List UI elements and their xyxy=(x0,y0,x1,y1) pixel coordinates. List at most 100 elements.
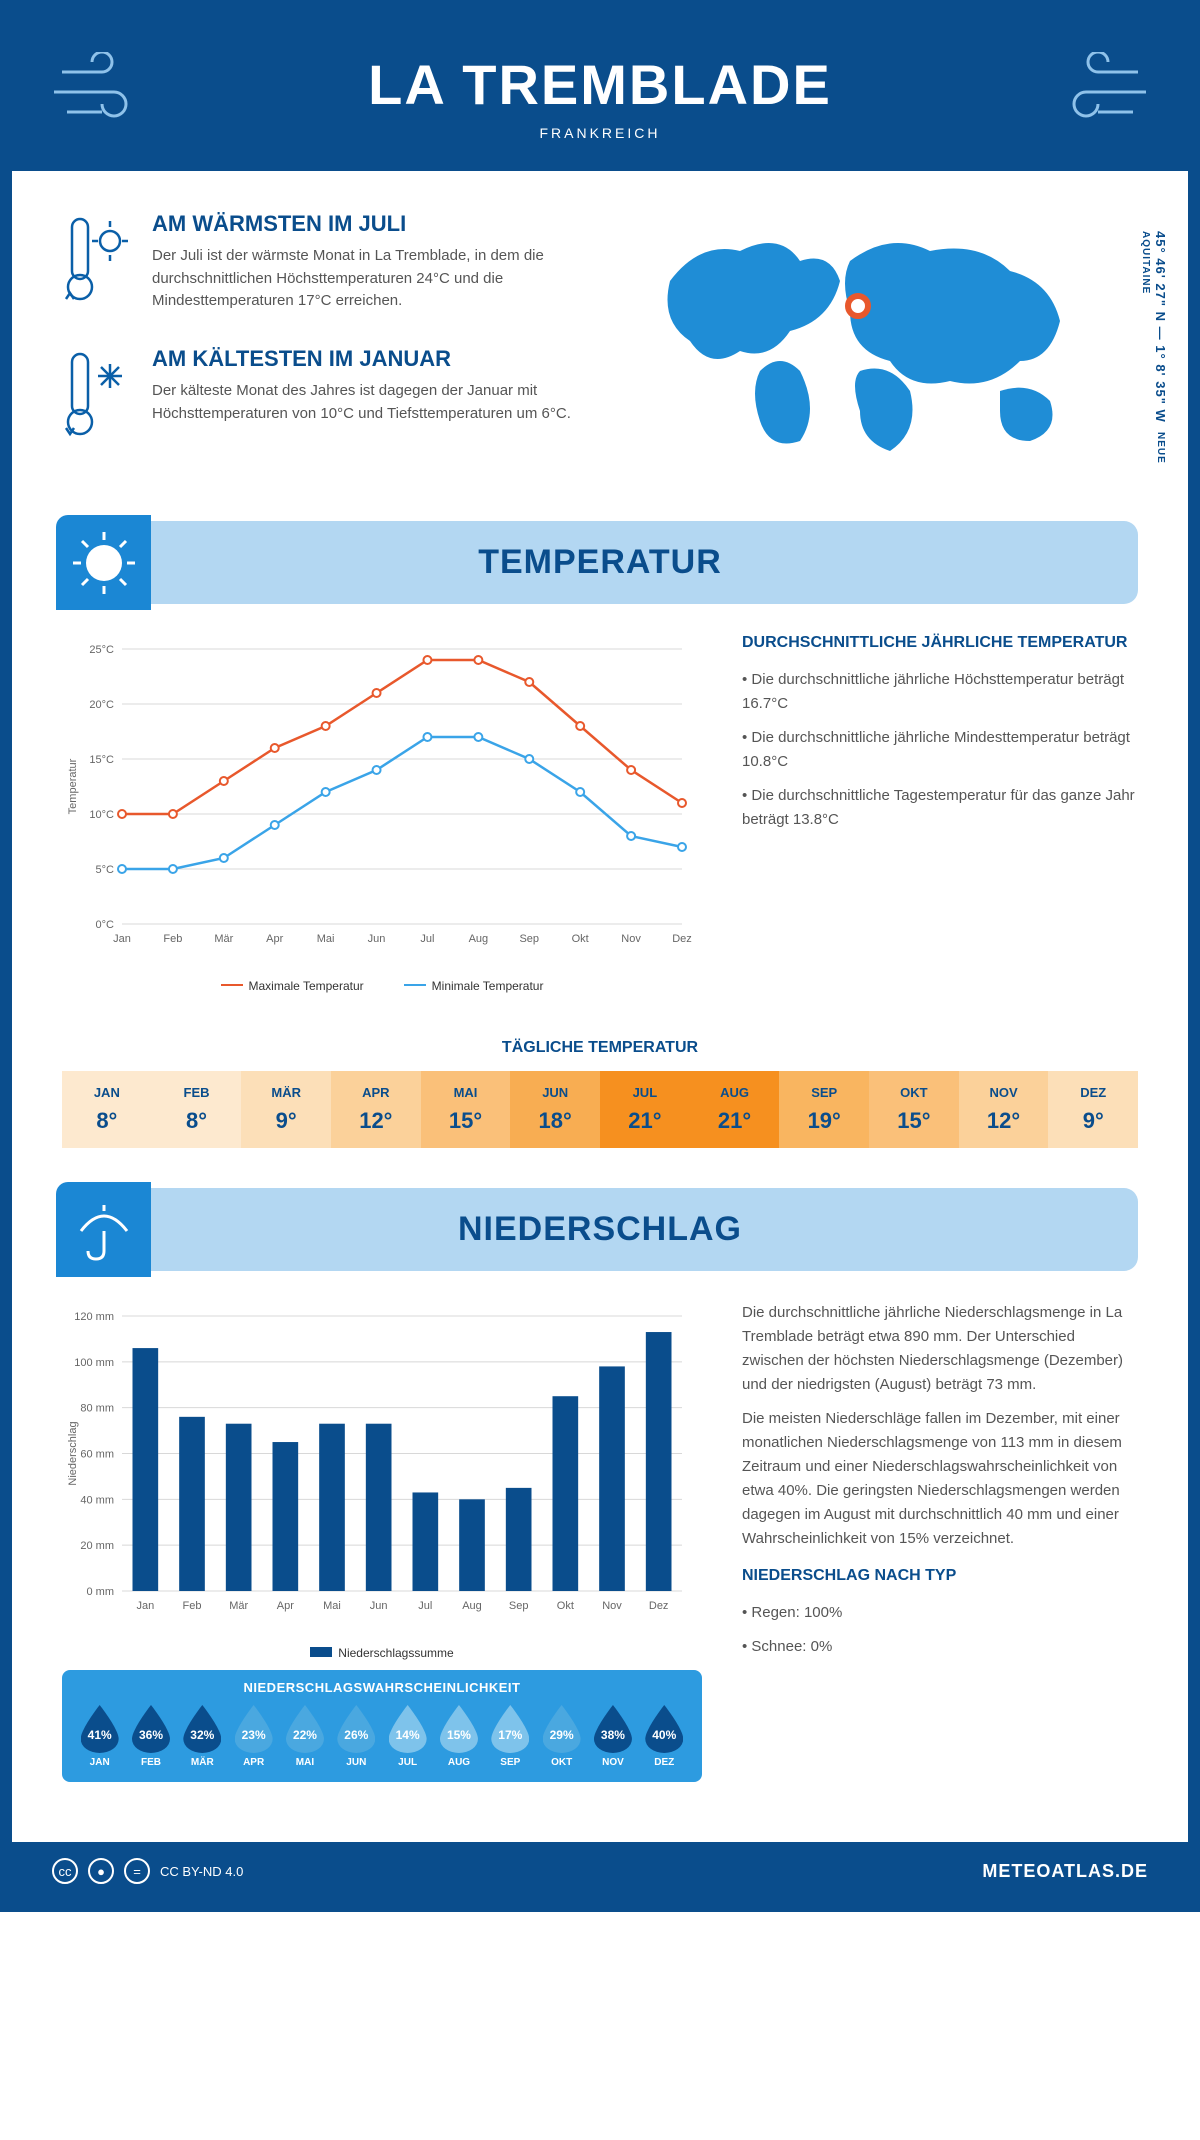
temperature-facts: AM WÄRMSTEN IM JULI Der Juli ist der wär… xyxy=(62,211,610,481)
svg-text:Temperatur: Temperatur xyxy=(67,758,79,814)
svg-text:Jun: Jun xyxy=(368,933,386,945)
svg-text:Mai: Mai xyxy=(317,933,335,945)
probability-drop: 17%SEP xyxy=(487,1705,534,1768)
wind-icon xyxy=(52,52,162,132)
svg-text:100 mm: 100 mm xyxy=(74,1357,114,1369)
svg-text:Mär: Mär xyxy=(229,1600,248,1612)
temp-cell: DEZ9° xyxy=(1048,1071,1138,1148)
temp-cell: JUL21° xyxy=(600,1071,690,1148)
svg-text:Mär: Mär xyxy=(214,933,233,945)
probability-drop: 41%JAN xyxy=(76,1705,123,1768)
svg-text:Apr: Apr xyxy=(266,933,283,945)
chart-legend: Maximale Temperatur Minimale Temperatur xyxy=(62,979,702,993)
cc-icon: cc xyxy=(52,1858,78,1884)
temperature-title: TEMPERATUR xyxy=(102,543,1098,582)
svg-text:25°C: 25°C xyxy=(89,644,114,656)
coldest-text: Der kälteste Monat des Jahres ist dagege… xyxy=(152,380,610,425)
svg-text:Apr: Apr xyxy=(277,1600,294,1612)
precip-type-title: NIEDERSCHLAG NACH TYP xyxy=(742,1567,1138,1585)
svg-text:Dez: Dez xyxy=(672,933,692,945)
svg-text:15°C: 15°C xyxy=(89,754,114,766)
svg-text:Sep: Sep xyxy=(509,1600,529,1612)
svg-text:Okt: Okt xyxy=(557,1600,574,1612)
svg-text:Okt: Okt xyxy=(572,933,589,945)
svg-text:20 mm: 20 mm xyxy=(80,1540,114,1552)
thermometer-sun-icon xyxy=(62,211,132,316)
coordinates: 45° 46' 27" N — 1° 8' 35" W NEUE AQUITAI… xyxy=(1138,231,1168,481)
temp-cell: SEP19° xyxy=(779,1071,869,1148)
svg-text:Sep: Sep xyxy=(519,933,539,945)
location-title: LA TREMBLADE xyxy=(32,52,1168,117)
svg-text:Jan: Jan xyxy=(136,1600,154,1612)
temp-cell: NOV12° xyxy=(959,1071,1049,1148)
precipitation-title: NIEDERSCHLAG xyxy=(102,1210,1098,1249)
svg-text:Jul: Jul xyxy=(420,933,434,945)
temp-cell: MÄR9° xyxy=(241,1071,331,1148)
avg-temp-title: DURCHSCHNITTLICHE JÄHRLICHE TEMPERATUR xyxy=(742,634,1138,652)
header: LA TREMBLADE FRANKREICH xyxy=(12,12,1188,171)
svg-text:Nov: Nov xyxy=(602,1600,622,1612)
probability-drop: 15%AUG xyxy=(435,1705,482,1768)
svg-text:120 mm: 120 mm xyxy=(74,1311,114,1323)
precipitation-description: Die durchschnittliche jährliche Niedersc… xyxy=(742,1301,1138,1782)
temp-cell: JAN8° xyxy=(62,1071,152,1148)
temp-cell: AUG21° xyxy=(690,1071,780,1148)
footer: cc ● = CC BY-ND 4.0 METEOATLAS.DE xyxy=(12,1842,1188,1900)
probability-drop: 26%JUN xyxy=(333,1705,380,1768)
nd-icon: = xyxy=(124,1858,150,1884)
daily-temp-heading: TÄGLICHE TEMPERATUR xyxy=(12,1039,1188,1057)
warmest-title: AM WÄRMSTEN IM JULI xyxy=(152,211,610,237)
svg-text:Aug: Aug xyxy=(462,1600,482,1612)
probability-drop: 38%NOV xyxy=(589,1705,636,1768)
svg-text:5°C: 5°C xyxy=(96,864,115,876)
temperature-line-chart: 0°C 5°C 10°C 15°C 20°C 25°C Temperatur Jan Feb Mä… xyxy=(62,634,702,993)
svg-text:20°C: 20°C xyxy=(89,699,114,711)
temp-cell: MAI15° xyxy=(421,1071,511,1148)
svg-text:Jul: Jul xyxy=(418,1600,432,1612)
daily-temperature-table: JAN8°FEB8°MÄR9°APR12°MAI15°JUN18°JUL21°A… xyxy=(62,1071,1138,1148)
warmest-text: Der Juli ist der wärmste Monat in La Tre… xyxy=(152,245,610,313)
thermometer-snow-icon xyxy=(62,346,132,451)
probability-drop: 36%FEB xyxy=(127,1705,174,1768)
wind-icon xyxy=(1038,52,1148,132)
temp-cell: APR12° xyxy=(331,1071,421,1148)
sun-icon xyxy=(56,515,151,610)
temperature-description: DURCHSCHNITTLICHE JÄHRLICHE TEMPERATUR •… xyxy=(742,634,1138,993)
probability-drop: 22%MAI xyxy=(281,1705,328,1768)
umbrella-icon xyxy=(56,1182,151,1277)
probability-drop: 29%OKT xyxy=(538,1705,585,1768)
svg-text:Dez: Dez xyxy=(649,1600,669,1612)
by-icon: ● xyxy=(88,1858,114,1884)
svg-text:10°C: 10°C xyxy=(89,809,114,821)
svg-text:Jan: Jan xyxy=(113,933,131,945)
probability-drop: 32%MÄR xyxy=(179,1705,226,1768)
svg-text:Jun: Jun xyxy=(370,1600,388,1612)
probability-drop: 14%JUL xyxy=(384,1705,431,1768)
temperature-section-header: TEMPERATUR xyxy=(62,521,1138,604)
svg-text:60 mm: 60 mm xyxy=(80,1449,114,1461)
license-badge: cc ● = CC BY-ND 4.0 xyxy=(52,1858,243,1884)
temp-cell: FEB8° xyxy=(152,1071,242,1148)
coldest-title: AM KÄLTESTEN IM JANUAR xyxy=(152,346,610,372)
world-map: 45° 46' 27" N — 1° 8' 35" W NEUE AQUITAI… xyxy=(640,211,1138,481)
svg-text:Aug: Aug xyxy=(469,933,489,945)
svg-text:Feb: Feb xyxy=(163,933,182,945)
svg-text:80 mm: 80 mm xyxy=(80,1403,114,1415)
bar-legend: Niederschlagssumme xyxy=(62,1646,702,1660)
svg-text:Feb: Feb xyxy=(183,1600,202,1612)
probability-drop: 23%APR xyxy=(230,1705,277,1768)
svg-text:Nov: Nov xyxy=(621,933,641,945)
svg-text:0°C: 0°C xyxy=(96,919,115,931)
svg-text:Mai: Mai xyxy=(323,1600,341,1612)
svg-text:0 mm: 0 mm xyxy=(87,1586,115,1598)
brand-name: METEOATLAS.DE xyxy=(982,1861,1148,1882)
temp-cell: JUN18° xyxy=(510,1071,600,1148)
probability-drop: 40%DEZ xyxy=(641,1705,688,1768)
precipitation-probability-panel: NIEDERSCHLAGSWAHRSCHEINLICHKEIT 41%JAN36… xyxy=(62,1670,702,1782)
temp-cell: OKT15° xyxy=(869,1071,959,1148)
precipitation-bar-chart: 0 mm 20 mm 40 mm 60 mm 80 mm 100 mm 120 mm Nied… xyxy=(62,1301,702,1782)
precipitation-section-header: NIEDERSCHLAG xyxy=(62,1188,1138,1271)
svg-text:40 mm: 40 mm xyxy=(80,1494,114,1506)
country-label: FRANKREICH xyxy=(32,125,1168,141)
svg-text:Niederschlag: Niederschlag xyxy=(67,1421,79,1485)
